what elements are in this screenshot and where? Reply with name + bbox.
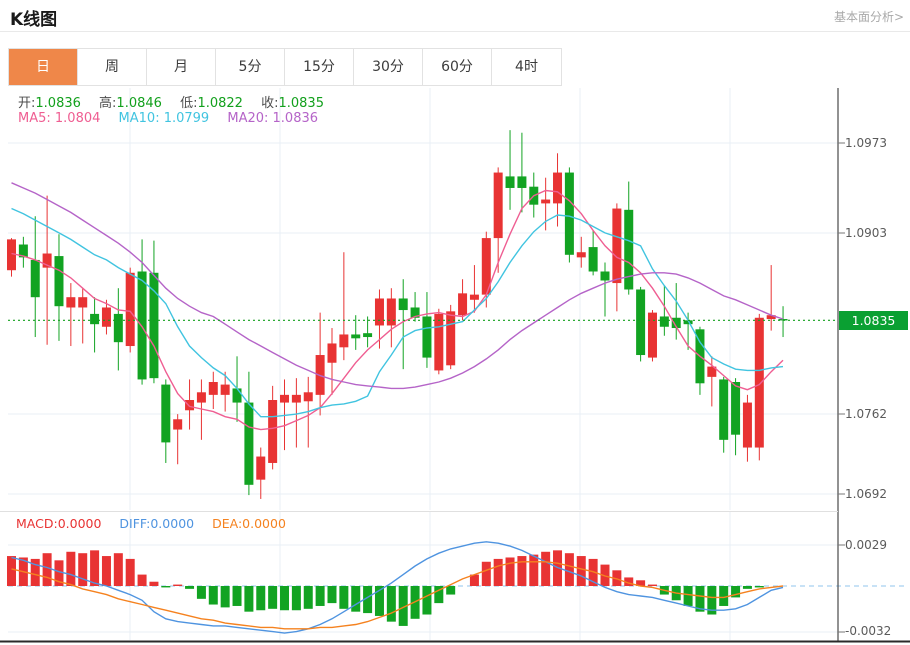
ma-legend: MA5: 1.0804 MA10: 1.0799 MA20: 1.0836 xyxy=(18,111,332,126)
macd-label: MACD: xyxy=(16,516,58,531)
tab-60min[interactable]: 60分 xyxy=(423,49,492,85)
close-label: 收: xyxy=(261,96,279,111)
ohlc-legend: 开:1.0836 高:1.0846 低:1.0822 收:1.0835 xyxy=(18,92,338,111)
price-tick-1: 1.0973 xyxy=(845,136,887,150)
high-label: 高: xyxy=(99,96,117,111)
ma10-label: MA10: xyxy=(118,111,160,126)
ma20-value: 1.0836 xyxy=(272,111,319,126)
header-divider xyxy=(0,31,910,32)
price-tick-3: 1.0762 xyxy=(845,407,887,421)
current-price-tag: 1.0835 xyxy=(839,311,908,330)
tab-30min[interactable]: 30分 xyxy=(354,49,423,85)
open-value: 1.0836 xyxy=(35,96,81,111)
low-value: 1.0822 xyxy=(197,96,243,111)
ma20-label: MA20: xyxy=(227,111,269,126)
dea-label: DEA: xyxy=(212,516,243,531)
tab-day[interactable]: 日 xyxy=(9,49,78,85)
diff-label: DIFF: xyxy=(119,516,151,531)
macd-panel-divider xyxy=(0,511,838,512)
page-title: K线图 xyxy=(10,10,58,30)
tab-week[interactable]: 周 xyxy=(78,49,147,85)
tab-4hour[interactable]: 4时 xyxy=(515,59,538,75)
ma5-label: MA5: xyxy=(18,111,51,126)
price-tick-2: 1.0903 xyxy=(845,226,887,240)
ma5-value: 1.0804 xyxy=(54,111,101,126)
fundamental-analysis-link[interactable]: 基本面分析> xyxy=(833,10,904,24)
low-label: 低: xyxy=(180,96,198,111)
macd-legend: MACD:0.0000 DIFF:0.0000 DEA:0.0000 xyxy=(16,516,300,531)
diff-value: 0.0000 xyxy=(150,516,195,531)
open-label: 开: xyxy=(18,96,36,111)
interval-tabbar: 日 周 月 5分 15分 30分 60分 4时 xyxy=(8,48,562,86)
tab-5min[interactable]: 5分 xyxy=(216,49,285,85)
price-tick-4: 1.0692 xyxy=(845,487,887,501)
ma10-value: 1.0799 xyxy=(163,111,210,126)
close-value: 1.0835 xyxy=(278,96,324,111)
macd-value: 0.0000 xyxy=(57,516,102,531)
tab-month[interactable]: 月 xyxy=(147,49,216,85)
macd-tick-bottom: -0.0032 xyxy=(845,624,892,638)
tab-15min[interactable]: 15分 xyxy=(285,49,354,85)
dea-value: 0.0000 xyxy=(242,516,286,531)
high-value: 1.0846 xyxy=(116,96,162,111)
macd-tick-top: 0.0029 xyxy=(845,538,887,552)
